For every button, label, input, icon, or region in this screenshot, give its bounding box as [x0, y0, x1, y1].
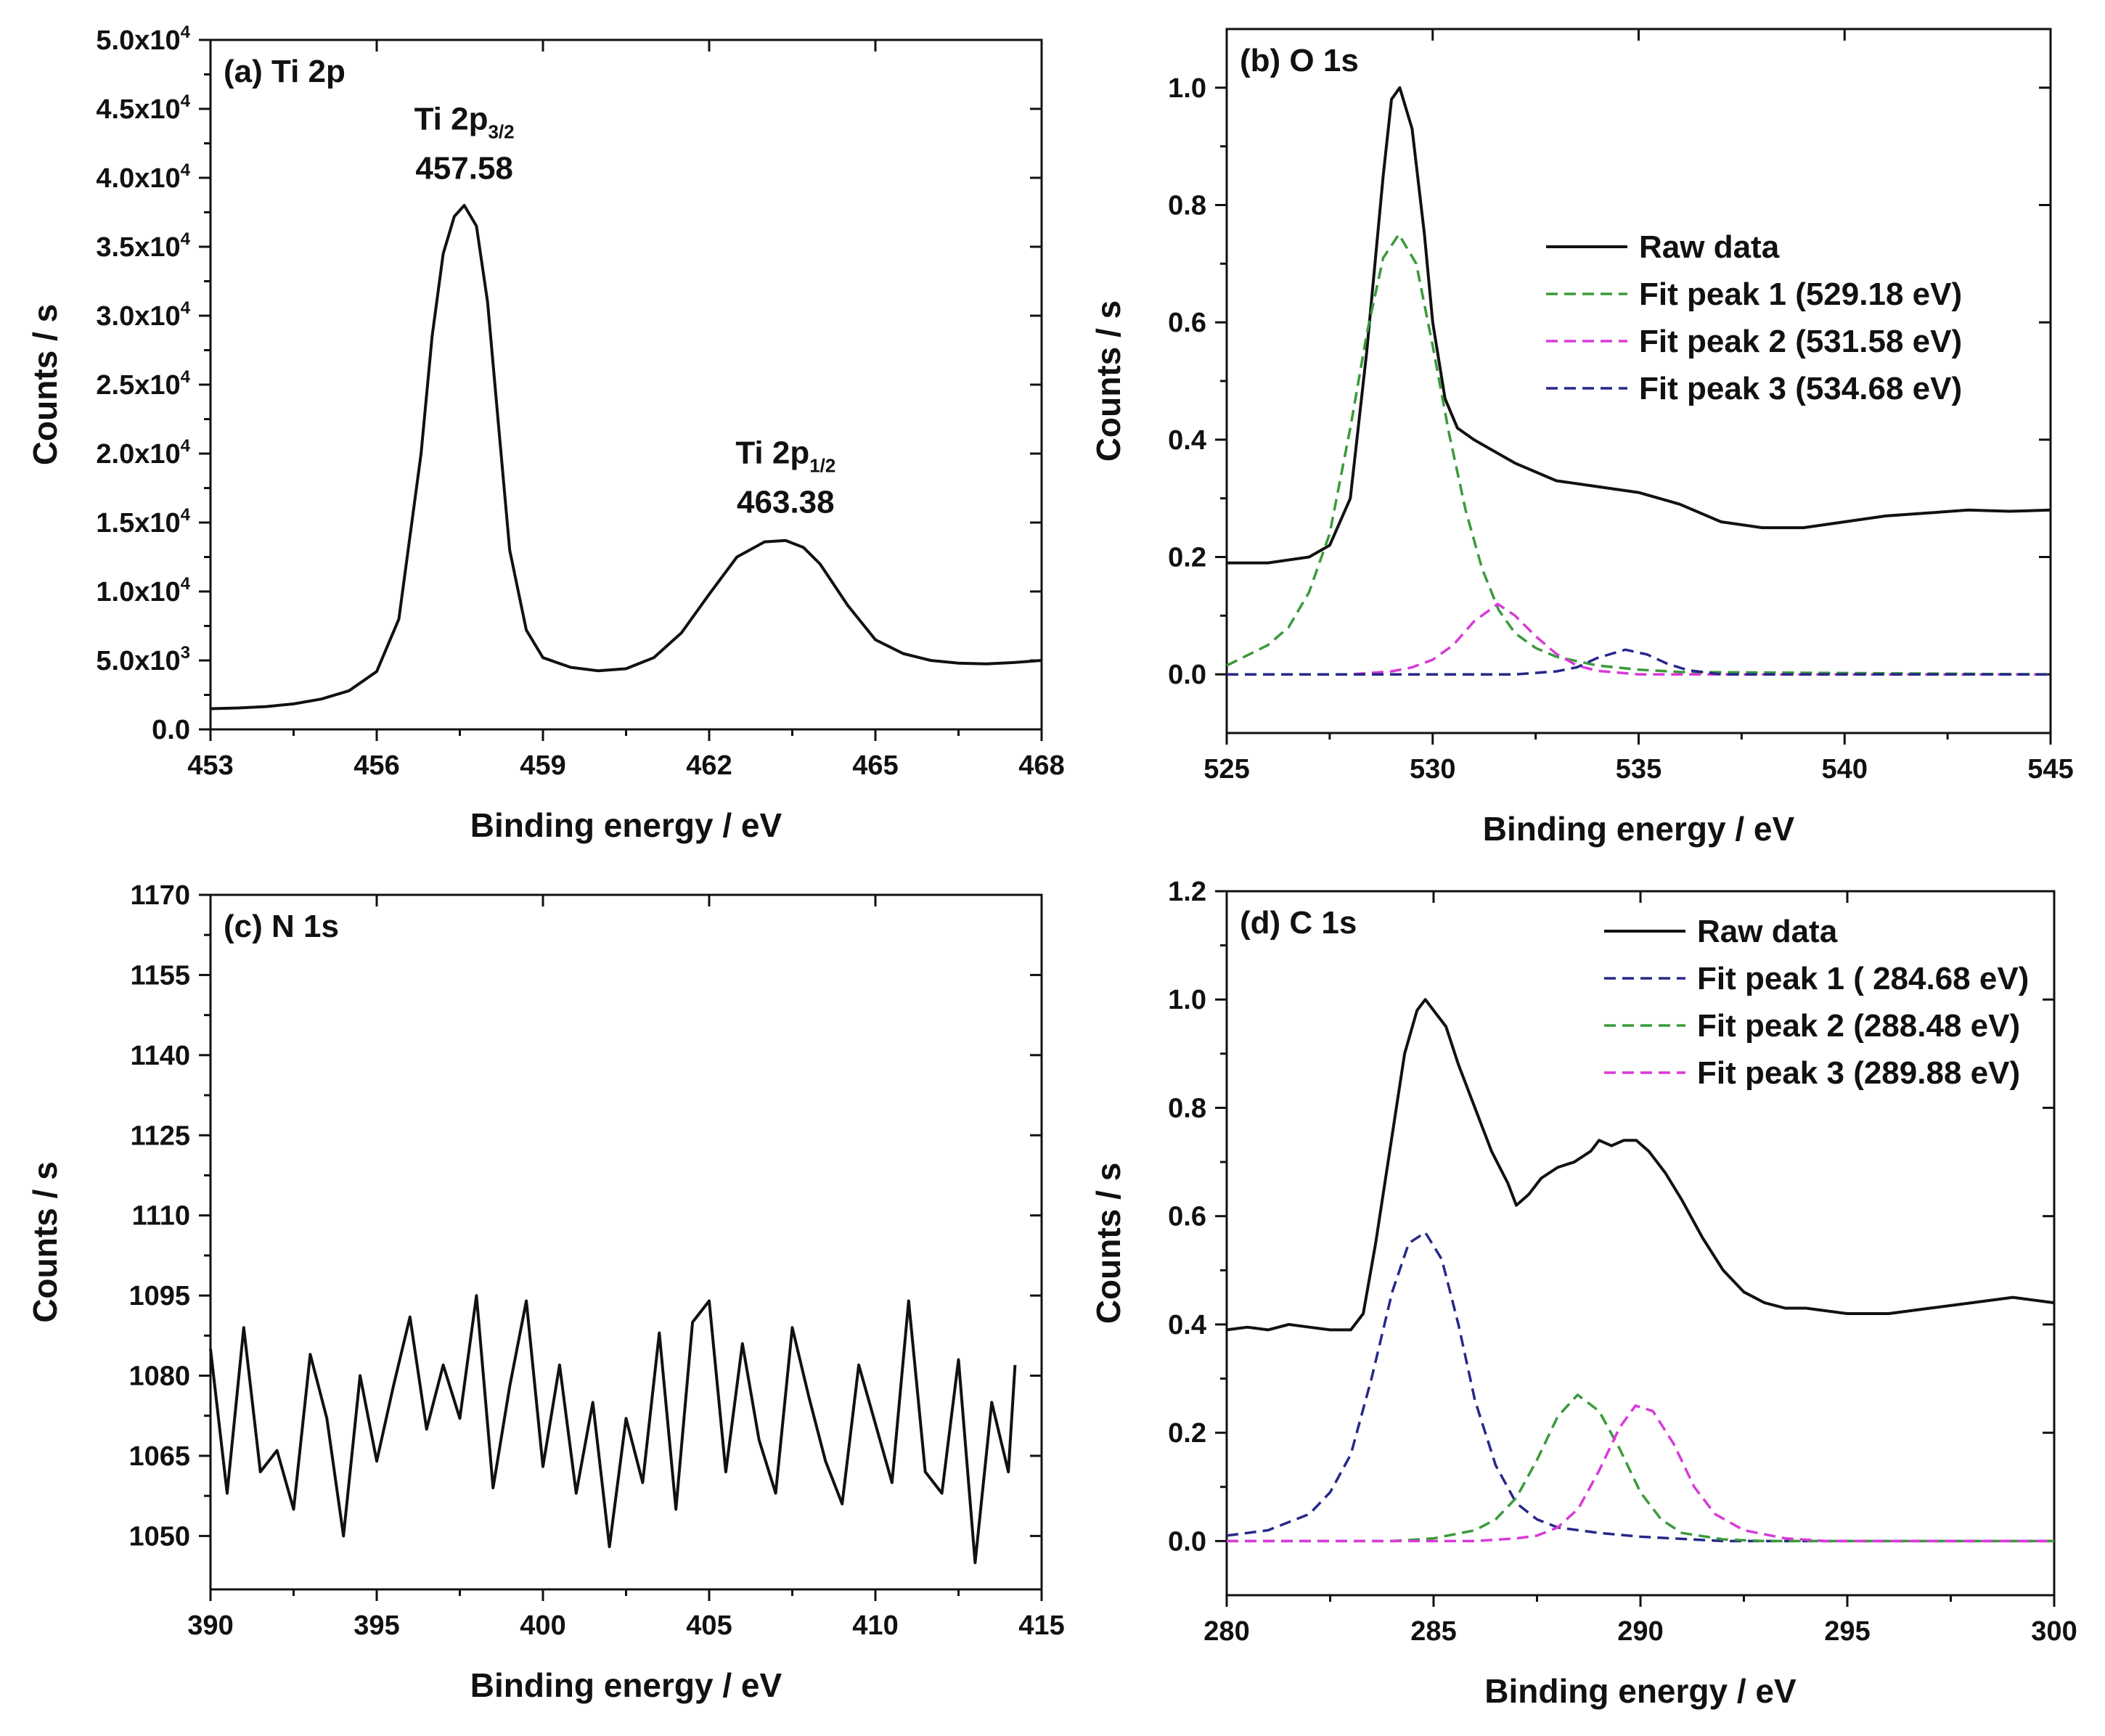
x-tick-label: 410 — [852, 1610, 898, 1641]
x-tick-label: 456 — [353, 750, 399, 781]
y-tick-label: 5.0x103 — [96, 643, 190, 676]
y-tick-label: 0.4 — [1168, 425, 1206, 456]
y-tick-label: 1.5x104 — [96, 505, 190, 539]
y-tick-label: 1155 — [131, 960, 190, 991]
y-tick-label: 1095 — [128, 1281, 190, 1311]
y-tick-label: 3.5x104 — [96, 229, 190, 263]
x-tick-label: 540 — [1822, 754, 1868, 785]
y-tick-label: 1.0 — [1168, 985, 1206, 1015]
peak-label: Ti 2p1/2 — [735, 435, 835, 476]
peak-value: 463.38 — [737, 484, 835, 520]
x-tick-label: 459 — [520, 750, 565, 781]
legend-label: Raw data — [1697, 914, 1838, 949]
y-tick-label: 4.0x104 — [96, 160, 190, 194]
y-tick-label: 0.2 — [1168, 1418, 1206, 1449]
plot-frame — [209, 38, 1043, 731]
x-tick-label: 300 — [2031, 1616, 2077, 1647]
panel-a: 453 456 459 462 465 468 0.0 5.0x103 1.0x104 1.5x1… — [26, 22, 1065, 844]
x-tick-label: 462 — [686, 750, 732, 781]
panel-c: 390 395 400 405 410 415 1050 1065 1080 1095 1110 11… — [26, 880, 1065, 1704]
x-tick-label: 535 — [1616, 754, 1661, 785]
y-tick-label: 4.5x104 — [96, 91, 190, 125]
series-line-fit-2 — [1227, 1393, 2054, 1543]
y-tick-label: 0.0 — [1168, 660, 1206, 690]
x-tick-label: 525 — [1203, 754, 1249, 785]
series-line-fit-1 — [1226, 233, 2051, 676]
y-tick-label: 1.0 — [1168, 73, 1206, 104]
y-tick-label: 1050 — [128, 1521, 190, 1552]
legend-label: Fit peak 2 (288.48 eV) — [1697, 1008, 2020, 1044]
y-tick-label: 5.0x104 — [96, 22, 190, 56]
y-tick-label: 2.0x104 — [96, 436, 190, 470]
panel-label: (b) O 1s — [1240, 43, 1359, 78]
x-axis-title: Binding energy / eV — [1483, 810, 1795, 848]
panel-d: 280 285 290 295 300 0.0 0.2 0.4 0.6 0.8 1.0 1.2 Bind… — [1090, 877, 2077, 1710]
series-line-fit-3 — [1227, 648, 2051, 676]
y-tick-label: 0.0 — [1168, 1526, 1206, 1557]
panel-b: 525 530 535 540 545 0.0 0.2 0.4 0.6 0.8 1.0 Binding… — [1090, 28, 2074, 848]
y-axis-title: Counts / s — [26, 304, 64, 465]
y-tick-label: 1080 — [128, 1362, 190, 1392]
x-tick-label: 400 — [520, 1610, 565, 1641]
y-tick-label: 1.0x104 — [96, 574, 190, 607]
y-tick-label: 0.8 — [1168, 191, 1206, 221]
y-axis-title: Counts / s — [1090, 1163, 1127, 1324]
legend-label: Fit peak 3 (289.88 eV) — [1697, 1055, 2020, 1091]
y-tick-label: 1065 — [128, 1441, 190, 1472]
x-tick-label: 290 — [1617, 1616, 1663, 1647]
series-line-raw — [209, 1294, 1017, 1565]
plot-frame — [1225, 890, 2056, 1597]
x-tick-label: 468 — [1018, 750, 1064, 781]
y-tick-label: 1140 — [131, 1041, 190, 1071]
x-tick-label: 453 — [187, 750, 233, 781]
x-axis-title: Binding energy / eV — [470, 806, 782, 844]
legend-label: Fit peak 1 ( 284.68 eV) — [1697, 961, 2029, 996]
x-tick-label: 295 — [1824, 1616, 1870, 1647]
y-axis-title: Counts / s — [26, 1161, 64, 1322]
y-tick-label: 0.4 — [1168, 1310, 1206, 1340]
y-tick-label: 0.6 — [1168, 1202, 1206, 1232]
y-tick-label: 0.6 — [1168, 308, 1206, 338]
x-tick-label: 415 — [1018, 1610, 1064, 1641]
x-tick-label: 405 — [686, 1610, 732, 1641]
peak-value: 457.58 — [415, 151, 513, 187]
y-tick-label: 1125 — [131, 1121, 190, 1151]
legend-label: Fit peak 1 (529.18 eV) — [1639, 277, 1962, 312]
panel-label: (c) N 1s — [224, 909, 339, 944]
legend-label: Fit peak 3 (534.68 eV) — [1639, 371, 1962, 406]
x-tick-label: 545 — [2027, 754, 2073, 785]
legend-label: Fit peak 2 (531.58 eV) — [1639, 324, 1962, 359]
series-line-raw — [210, 204, 1042, 711]
y-tick-label: 0.0 — [152, 715, 190, 745]
y-tick-label: 1110 — [132, 1201, 190, 1232]
y-tick-label: 3.0x104 — [96, 298, 190, 332]
x-tick-label: 465 — [852, 750, 898, 781]
y-axis-title: Counts / s — [1090, 300, 1127, 462]
panel-label: (a) Ti 2p — [224, 54, 346, 89]
x-axis-title: Binding energy / eV — [1484, 1672, 1797, 1710]
y-tick-label: 1170 — [131, 880, 190, 911]
y-tick-label: 0.2 — [1168, 543, 1206, 573]
x-tick-label: 390 — [187, 1610, 233, 1641]
peak-label: Ti 2p3/2 — [414, 102, 515, 143]
series-line-fit-2 — [1227, 602, 2051, 676]
y-tick-label: 2.5x104 — [96, 367, 190, 401]
x-axis-title: Binding energy / eV — [470, 1666, 782, 1704]
x-tick-label: 285 — [1410, 1616, 1456, 1647]
series-line-raw — [1227, 86, 2051, 565]
series-line-fit-3 — [1227, 1404, 2054, 1543]
series-line-raw — [1226, 998, 2055, 1332]
x-tick-label: 530 — [1410, 754, 1455, 785]
y-tick-label: 1.2 — [1168, 877, 1206, 907]
series-line-fit-1 — [1226, 1231, 2054, 1543]
x-tick-label: 395 — [353, 1610, 399, 1641]
legend-label: Raw data — [1639, 229, 1780, 265]
y-tick-label: 0.8 — [1168, 1093, 1206, 1123]
panel-label: (d) C 1s — [1240, 905, 1357, 941]
x-tick-label: 280 — [1203, 1616, 1249, 1647]
